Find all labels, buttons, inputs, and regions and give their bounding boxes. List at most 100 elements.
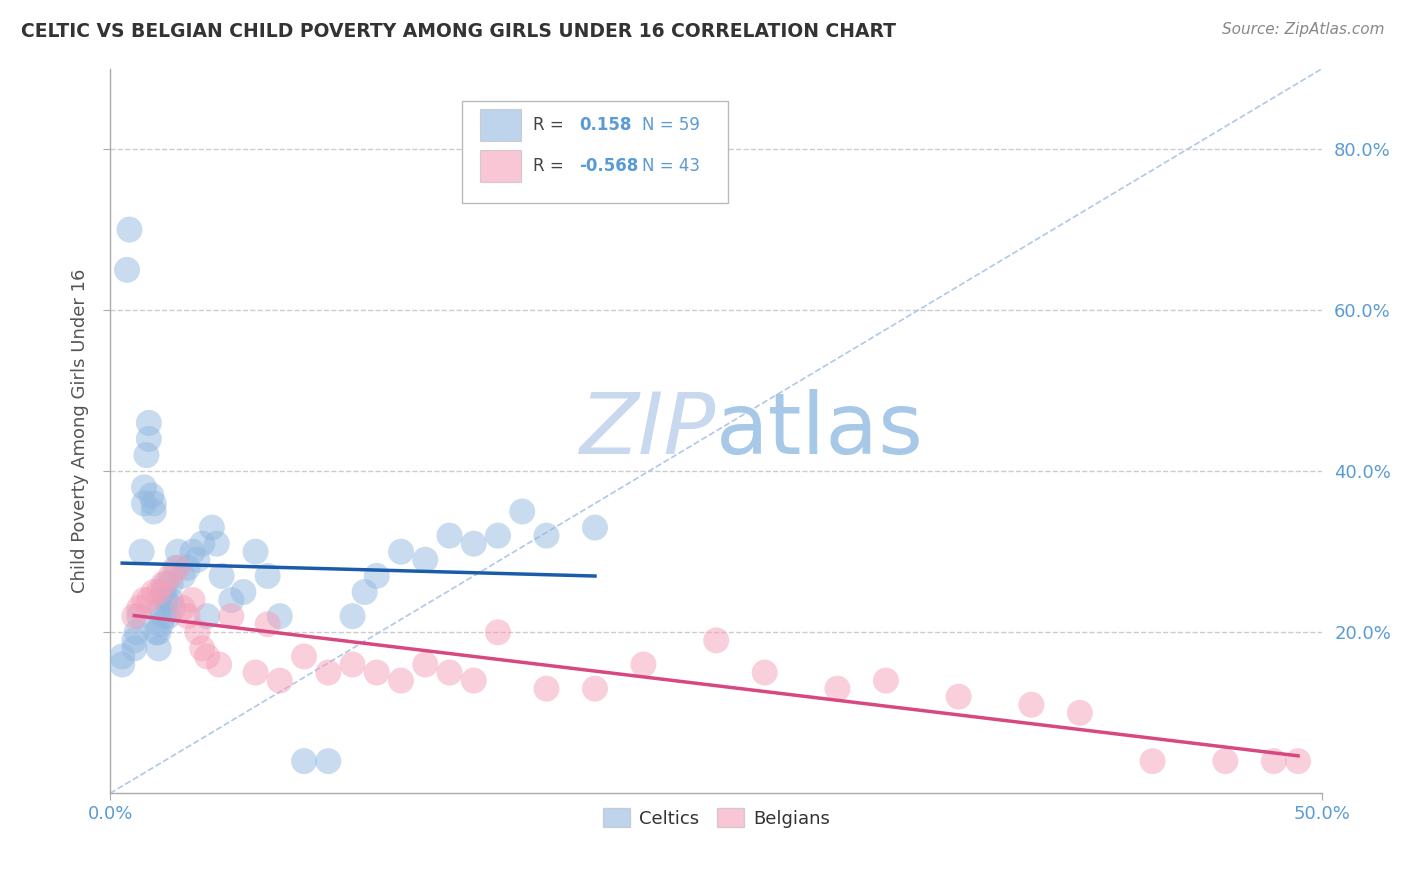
Point [131, 545, 153, 559]
Text: ZIP: ZIP [579, 390, 716, 473]
Point [159, 569, 181, 583]
Point [145, 625, 167, 640]
FancyBboxPatch shape [461, 101, 728, 202]
Point [176, 561, 198, 575]
Point [165, 561, 187, 575]
Point [181, 545, 204, 559]
Point [128, 601, 150, 615]
Point [191, 537, 214, 551]
Point [181, 593, 204, 607]
Point [256, 617, 278, 632]
Text: R =: R = [533, 116, 569, 134]
Point [1263, 754, 1285, 768]
Point [172, 569, 194, 583]
Point [152, 609, 174, 624]
Point [167, 561, 190, 575]
Point [118, 222, 141, 236]
Point [1021, 698, 1043, 712]
Point [342, 657, 364, 672]
Point [142, 504, 165, 518]
Point [125, 625, 148, 640]
Point [292, 649, 315, 664]
Point [124, 633, 146, 648]
Point [201, 520, 224, 534]
Point [159, 593, 181, 607]
Point [155, 593, 177, 607]
Point [150, 617, 173, 632]
Point [195, 609, 218, 624]
Point [413, 553, 436, 567]
Point [141, 488, 163, 502]
Text: 0.158: 0.158 [579, 116, 631, 134]
Point [439, 528, 461, 542]
Text: N = 43: N = 43 [643, 157, 700, 176]
Point [186, 553, 208, 567]
Point [132, 480, 155, 494]
Text: Source: ZipAtlas.com: Source: ZipAtlas.com [1222, 22, 1385, 37]
Point [1069, 706, 1091, 720]
Point [142, 585, 165, 599]
Legend: Celtics, Belgians: Celtics, Belgians [595, 801, 837, 835]
Text: N = 59: N = 59 [643, 116, 700, 134]
Point [191, 641, 214, 656]
Point [195, 649, 218, 664]
Point [138, 416, 160, 430]
Point [583, 520, 606, 534]
Point [157, 609, 180, 624]
Point [111, 657, 134, 672]
Point [1215, 754, 1237, 768]
Point [232, 585, 254, 599]
Point [148, 585, 170, 599]
Point [148, 641, 170, 656]
Point [389, 673, 412, 688]
Point [948, 690, 970, 704]
Point [269, 609, 291, 624]
Point [155, 577, 177, 591]
Point [148, 625, 170, 640]
Point [176, 609, 198, 624]
Text: -0.568: -0.568 [579, 157, 638, 176]
Point [704, 633, 727, 648]
Point [536, 681, 558, 696]
Point [389, 545, 412, 559]
Point [221, 609, 243, 624]
Point [132, 496, 155, 510]
Point [486, 625, 509, 640]
Point [486, 528, 509, 542]
Point [269, 673, 291, 688]
Point [439, 665, 461, 680]
Point [463, 673, 485, 688]
Point [138, 432, 160, 446]
Point [138, 593, 160, 607]
Point [583, 681, 606, 696]
Point [245, 665, 267, 680]
Point [1142, 754, 1164, 768]
Point [754, 665, 776, 680]
Text: atlas: atlas [716, 390, 924, 473]
Point [205, 537, 228, 551]
Text: R =: R = [533, 157, 569, 176]
Point [353, 585, 375, 599]
Point [152, 577, 174, 591]
Point [152, 585, 174, 599]
Point [256, 569, 278, 583]
Point [124, 641, 146, 656]
Point [536, 528, 558, 542]
Point [124, 609, 146, 624]
Point [211, 569, 233, 583]
Point [510, 504, 533, 518]
Text: CELTIC VS BELGIAN CHILD POVERTY AMONG GIRLS UNDER 16 CORRELATION CHART: CELTIC VS BELGIAN CHILD POVERTY AMONG GI… [21, 22, 896, 41]
Point [167, 545, 190, 559]
Point [827, 681, 849, 696]
Point [413, 657, 436, 672]
Point [342, 609, 364, 624]
Point [132, 593, 155, 607]
Point [172, 601, 194, 615]
Point [150, 601, 173, 615]
Point [366, 569, 388, 583]
Point [208, 657, 231, 672]
FancyBboxPatch shape [479, 151, 522, 182]
FancyBboxPatch shape [479, 109, 522, 141]
Point [115, 263, 138, 277]
Point [162, 601, 184, 615]
